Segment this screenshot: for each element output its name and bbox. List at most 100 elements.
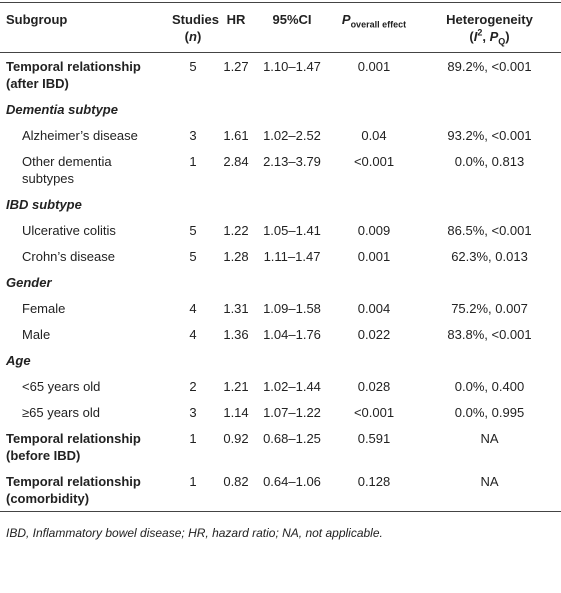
header-text: 2 [477, 27, 483, 38]
value-cell: 1.07–1.22 [263, 404, 321, 420]
subgroup-cell: Temporal relationship (before IBD) [6, 430, 141, 463]
value-cell: 2.13–3.79 [263, 153, 321, 169]
value-cell: 1.21 [223, 378, 249, 394]
subgroup-cell: <65 years old [22, 378, 101, 394]
header-text: I [473, 29, 478, 44]
subgroup-cell: Dementia subtype [6, 101, 118, 117]
header-text: Heterogeneity [446, 12, 533, 27]
header-cell: Poverall effect [330, 3, 418, 53]
value-cell: 1.27 [223, 58, 249, 74]
header-text: P [341, 12, 351, 27]
value-cell: 1.28 [223, 248, 249, 264]
value-cell: 2 [189, 378, 197, 394]
footnote: IBD, Inflammatory bowel disease; HR, haz… [6, 526, 383, 540]
table-row: IBD subtype [0, 191, 561, 217]
table-header: Subgroup Studies (n) HR 95%CI Poverall ef… [0, 2, 561, 53]
value-cell: 1.09–1.58 [263, 300, 321, 316]
value-cell: 0.591 [357, 430, 391, 446]
value-cell: 1.22 [223, 222, 249, 238]
subgroup-cell: Other dementia subtypes [22, 153, 112, 186]
value-cell: 0.0%, 0.813 [454, 153, 525, 169]
value-cell: 0.001 [357, 58, 391, 74]
header-cell: Studies (n) [168, 3, 219, 53]
value-cell: 1 [189, 473, 197, 489]
value-cell: 62.3%, 0.013 [451, 248, 528, 264]
subgroup-cell: Crohn’s disease [22, 248, 115, 264]
value-cell: 0.04 [361, 127, 387, 143]
value-cell: 0.82 [223, 473, 249, 489]
header-text: n [189, 29, 197, 44]
header-text: Subgroup [6, 12, 68, 27]
value-cell: 0.0%, 0.995 [454, 404, 525, 420]
value-cell: <0.001 [353, 153, 395, 169]
value-cell: 0.68–1.25 [263, 430, 321, 446]
table-row: Crohn’s disease 5 1.28 1.11–1.47 0.001 62.3%,… [0, 243, 561, 269]
table-row: Temporal relationship (after IBD) 5 1.27 1.… [0, 53, 561, 97]
subgroup-cell: Alzheimer’s disease [22, 127, 138, 143]
value-cell: 1.10–1.47 [263, 58, 321, 74]
header-text: ( [469, 29, 474, 44]
subgroup-cell: Male [22, 326, 51, 342]
value-cell: NA [480, 430, 499, 446]
value-cell: NA [480, 473, 499, 489]
table-row: Other dementia subtypes 1 2.84 2.13–3.79 <0.… [0, 148, 561, 191]
table-row: ≥65 years old 3 1.14 1.07–1.22 <0.001 0.0%, 0… [0, 399, 561, 425]
value-cell: 5 [189, 58, 197, 74]
results-table: Subgroup Studies (n) HR 95%CI Poverall ef… [0, 2, 561, 512]
value-cell: 1.61 [223, 127, 249, 143]
header-text: P [489, 29, 499, 44]
value-cell: 0.028 [357, 378, 391, 394]
value-cell: 5 [189, 222, 197, 238]
header-text: 95%CI [272, 12, 312, 27]
value-cell: 1 [189, 430, 197, 446]
value-cell: 83.8%, <0.001 [447, 326, 532, 342]
value-cell: 1.05–1.41 [263, 222, 321, 238]
value-cell: <0.001 [353, 404, 395, 420]
value-cell: 5 [189, 248, 197, 264]
value-cell: 0.022 [357, 326, 391, 342]
subgroup-cell: Gender [6, 274, 52, 290]
value-cell: 0.004 [357, 300, 391, 316]
value-cell: 1.31 [223, 300, 249, 316]
value-cell: 0.64–1.06 [263, 473, 321, 489]
header-text: ( [184, 29, 190, 44]
value-cell: 0.128 [357, 473, 391, 489]
value-cell: 3 [189, 404, 197, 420]
header-cell: Subgroup [0, 3, 168, 53]
table-row: Alzheimer’s disease 3 1.61 1.02–2.52 0.04 93.… [0, 122, 561, 148]
header-cell: 95%CI [254, 3, 330, 53]
table-row: Temporal relationship (before IBD) 1 0.92 0… [0, 425, 561, 468]
header-text: , [482, 29, 490, 44]
header-text: Q [498, 36, 506, 47]
header-text: ) [196, 29, 202, 44]
value-cell: 0.001 [357, 248, 391, 264]
value-cell: 4 [189, 300, 197, 316]
header-text: ) [505, 29, 510, 44]
table-body: Temporal relationship (after IBD) 5 1.27 1.… [0, 53, 561, 512]
header-text: HR [226, 12, 246, 27]
value-cell: 4 [189, 326, 197, 342]
value-cell: 1.04–1.76 [263, 326, 321, 342]
value-cell: 89.2%, <0.001 [447, 58, 532, 74]
table-row: Age [0, 347, 561, 373]
subgroup-cell: Ulcerative colitis [22, 222, 116, 238]
table-row: Gender [0, 269, 561, 295]
table-row: Ulcerative colitis 5 1.22 1.05–1.41 0.009 86.… [0, 217, 561, 243]
subgroup-cell: ≥65 years old [22, 404, 100, 420]
subgroup-cell: Female [22, 300, 66, 316]
table-row: Male 4 1.36 1.04–1.76 0.022 83.8%, <0.001 [0, 321, 561, 347]
value-cell: 0.0%, 0.400 [454, 378, 525, 394]
header-text: overall effect [350, 19, 407, 30]
subgroup-cell: Temporal relationship (comorbidity) [6, 473, 141, 506]
value-cell: 0.92 [223, 430, 249, 446]
subgroup-cell: Age [6, 352, 31, 368]
header-text: Studies [172, 12, 219, 27]
subgroup-cell: Temporal relationship (after IBD) [6, 58, 141, 91]
header-cell: HR [218, 3, 254, 53]
header-cell: Heterogeneity (I2, PQ) [418, 3, 561, 53]
value-cell: 93.2%, <0.001 [447, 127, 532, 143]
value-cell: 86.5%, <0.001 [447, 222, 532, 238]
table-row: Dementia subtype [0, 96, 561, 122]
value-cell: 0.009 [357, 222, 391, 238]
